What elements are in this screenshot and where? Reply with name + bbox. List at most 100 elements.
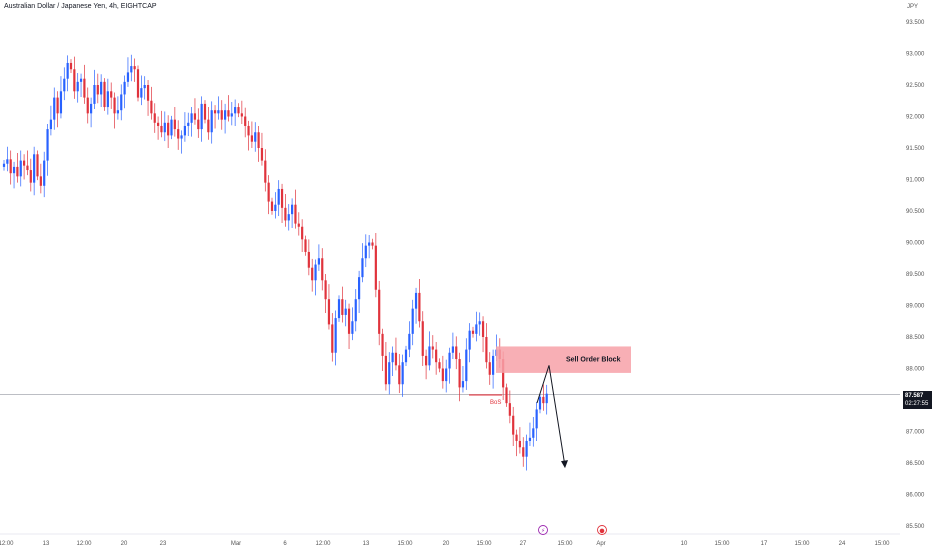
current-price-tag: 87.587 02:27:55 [903,391,932,409]
y-tick-label: 93.500 [906,20,925,26]
candle-body [341,299,344,315]
x-tick-label: 20 [121,541,128,547]
candle-body [86,97,89,114]
x-tick-label: Apr [596,541,605,547]
candle-body [505,387,508,404]
candle-body [378,289,381,334]
candle-body [23,160,26,166]
candle-body [287,214,290,221]
candle-body [217,110,220,114]
candle-body [445,368,448,382]
candle-body [277,188,280,205]
candles-group [2,54,548,471]
candle-body [130,66,133,73]
candle-body [26,165,29,171]
x-tick-label: 27 [520,541,527,547]
candle-body [96,85,99,95]
candle-body [49,119,52,130]
candle-body [535,409,538,429]
candle-body [270,201,274,211]
candle-body [391,352,394,363]
x-tick-label: 12:00 [0,541,14,547]
candle-body [173,119,176,130]
candle-body [545,393,548,404]
candle-body [451,346,454,353]
candle-body [69,62,73,70]
candle-body [90,103,93,114]
candle-body [478,321,481,325]
x-tick-label: 13 [43,541,50,547]
candle-body [425,355,428,366]
candle-body [307,251,310,268]
candle-body [123,81,126,95]
candle-body [401,362,404,385]
candle-body [267,182,270,202]
event-markers: ⚡ ● [538,525,607,535]
x-tick-label: 15:00 [874,541,890,547]
candle-body [274,204,277,211]
candle-body [146,85,150,101]
candle-body [435,349,438,363]
lightning-event-icon-glyph: ⚡ [541,528,545,535]
candle-body [210,110,213,133]
candle-body [183,125,186,136]
candle-body [110,91,113,98]
x-tick-label: 15:00 [397,541,413,547]
y-tick-label: 86.500 [906,461,925,467]
candle-body [157,122,160,126]
candle-body [465,349,468,382]
candle-body [163,122,166,133]
candle-body [347,308,351,334]
candle-body [301,226,304,240]
candle-body [512,415,515,435]
lightning-event-icon[interactable]: ⚡ [538,525,548,535]
x-tick-label: 6 [283,541,287,547]
candle-body [36,154,39,177]
candle-body [193,113,197,120]
candle-body [187,122,190,126]
candle-body [421,321,424,356]
candle-body [73,69,76,92]
candle-body [542,396,545,404]
candle-body [371,242,374,246]
current-price-value: 87.587 [905,393,924,399]
candle-body [39,176,42,186]
y-tick-label: 90.500 [906,209,925,215]
candle-body [247,125,250,136]
candle-body [103,81,106,108]
candle-body [230,113,233,117]
candle-body [224,110,227,120]
record-event-icon[interactable]: ● [597,525,607,535]
sell-order-block-zone[interactable] [496,346,631,373]
candle-body [6,159,9,164]
candle-body [455,346,458,360]
projection-arrow-head-icon [561,460,568,469]
candle-body [56,97,59,114]
candle-body [448,352,451,369]
candle-body [284,207,287,221]
candle-body [411,308,414,334]
candle-body [404,349,408,363]
y-tick-label: 93.000 [906,52,925,58]
candle-body [167,122,170,136]
candle-body [471,330,475,334]
candle-body [254,132,257,142]
candle-body [354,299,357,322]
currency-label: JPY [907,4,919,10]
candle-body [200,103,203,130]
chart-title: Australian Dollar / Japanese Yen, 4h, EI… [4,3,157,10]
candle-body [502,359,505,388]
y-tick-label: 91.000 [906,178,925,184]
candle-body [153,113,156,123]
projection-arrow-line [536,365,566,467]
candle-body [150,100,153,114]
bar-countdown: 02:27:55 [905,401,929,407]
candle-body [441,368,444,382]
candle-body [361,258,364,278]
candle-body [126,72,130,82]
candle-body [311,267,314,281]
candle-body [528,437,532,441]
candle-body [468,330,471,350]
